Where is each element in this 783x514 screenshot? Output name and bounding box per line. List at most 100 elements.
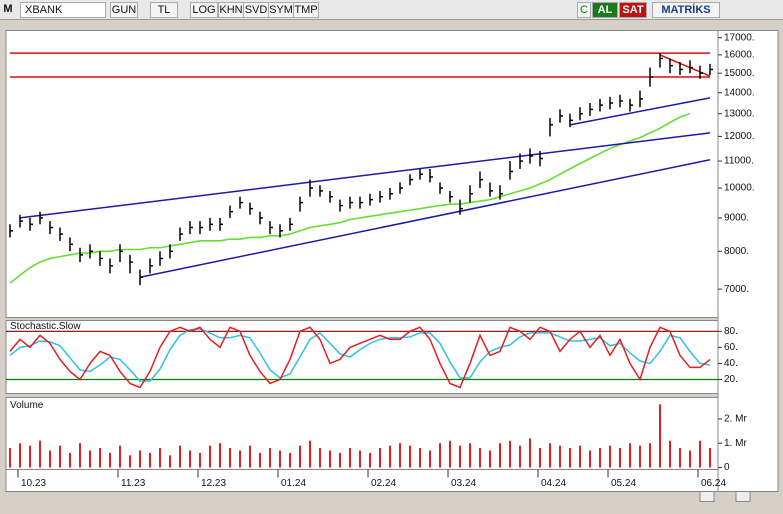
volume-bar — [639, 445, 641, 468]
x-tick-label: 01.24 — [281, 478, 306, 489]
volume-bar — [229, 448, 231, 468]
toolbar-button[interactable]: SVD — [243, 2, 269, 18]
y-tick-label: 15000. — [724, 68, 755, 79]
volume-bar — [39, 440, 41, 468]
volume-bar — [689, 450, 691, 468]
volume-bar — [359, 450, 361, 468]
c-button[interactable]: C — [577, 2, 591, 18]
volume-bar — [669, 440, 671, 468]
volume-bar — [59, 445, 61, 468]
volume-bar — [159, 448, 161, 468]
volume-bar — [489, 450, 491, 468]
volume-bar — [409, 445, 411, 468]
scroll-left[interactable] — [699, 491, 715, 502]
volume-bar — [649, 443, 651, 468]
volume-bar — [419, 448, 421, 468]
toolbar-button[interactable]: TMP — [293, 2, 319, 18]
volume-bar — [529, 438, 531, 468]
volume-bar — [609, 445, 611, 468]
volume-bar — [559, 445, 561, 468]
x-tick-label: 12.23 — [201, 478, 226, 489]
symbol-box[interactable]: XBANK — [20, 2, 106, 18]
toolbar-button[interactable]: KHN — [218, 2, 244, 18]
volume-bar — [389, 445, 391, 468]
volume-bar — [169, 455, 171, 468]
chart: Stochastic.Slow Volume 17000. 16000. 15000… — [5, 30, 779, 502]
x-tick-label: 10.23 — [21, 478, 46, 489]
volume-bar — [329, 450, 331, 468]
volume-bar — [349, 448, 351, 468]
volume-bar — [239, 450, 241, 468]
volume-bar — [279, 450, 281, 468]
y-tick-label: 14000. — [724, 87, 755, 98]
toolbar-button[interactable]: LOG — [190, 2, 218, 18]
y-tick-label: 20. — [724, 374, 738, 385]
volume-bar — [249, 445, 251, 468]
page: M XBANK GUN TL LOG KHN SVD SYM TMP C AL … — [0, 0, 783, 502]
stochastic-line — [9, 328, 711, 382]
brand: MATRİKS — [652, 2, 720, 18]
volume-bar — [569, 448, 571, 468]
volume-bar — [69, 452, 71, 468]
moving-average — [9, 112, 691, 284]
y-tick-label: 10000. — [724, 183, 755, 194]
volume-bar — [659, 404, 661, 468]
volume-bar — [549, 443, 551, 468]
trend-line — [569, 97, 711, 126]
volume-bar — [469, 443, 471, 468]
volume-bar — [429, 450, 431, 468]
volume-bar — [309, 440, 311, 468]
y-tick-label: 7000. — [724, 284, 749, 295]
volume-bar — [319, 448, 321, 468]
x-tick-label: 05.24 — [611, 478, 636, 489]
x-tick-label: 03.24 — [451, 478, 476, 489]
volume-bar — [79, 443, 81, 468]
volume-bar — [369, 452, 371, 468]
toolbar-button[interactable]: SYM — [268, 2, 294, 18]
toolbar-button[interactable]: GUN — [110, 2, 138, 18]
volume-bar — [89, 450, 91, 468]
sell-button[interactable]: SAT — [619, 2, 647, 18]
price-panel — [5, 30, 719, 318]
volume-bar — [509, 440, 511, 468]
volume-bar — [9, 448, 11, 468]
volume-bar — [289, 452, 291, 468]
y-tick-label: 16000. — [724, 50, 755, 61]
volume-bar — [259, 452, 261, 468]
stoch-panel — [5, 320, 719, 394]
toolbar: M XBANK GUN TL LOG KHN SVD SYM TMP C AL … — [0, 0, 783, 20]
y-tick-label: 40. — [724, 358, 738, 369]
volume-bar — [479, 448, 481, 468]
volume-bar — [129, 455, 131, 468]
toolbar-button[interactable]: TL — [150, 2, 178, 18]
volume-bar — [179, 445, 181, 468]
volume-bar — [209, 445, 211, 468]
volume-bar — [29, 445, 31, 468]
y-tick-label: 12000. — [724, 131, 755, 142]
volume-bar — [379, 448, 381, 468]
volume-bar — [199, 452, 201, 468]
symbol-prefix: M — [3, 3, 13, 15]
volume-bar — [149, 452, 151, 468]
x-tick-label: 11.23 — [121, 478, 146, 489]
y-tick-label: 13000. — [724, 108, 755, 119]
volume-bar — [49, 450, 51, 468]
y-tick-label: 0 — [724, 462, 730, 473]
y-tick-label: 60. — [724, 342, 738, 353]
volume-bar — [679, 448, 681, 468]
y-tick-label: 17000. — [724, 32, 755, 43]
trend-line — [139, 159, 711, 278]
y-axis-panel — [717, 30, 779, 492]
buy-button[interactable]: AL — [592, 2, 618, 18]
panel-title: Stochastic.Slow — [10, 321, 81, 332]
volume-bar — [119, 445, 121, 468]
panel-title: Volume — [10, 400, 44, 411]
volume-bar — [219, 443, 221, 468]
volume-bar — [579, 445, 581, 468]
volume-bar — [99, 448, 101, 468]
volume-bar — [299, 445, 301, 468]
scroll-right[interactable] — [735, 491, 751, 502]
volume-bar — [399, 443, 401, 468]
volume-bar — [109, 452, 111, 468]
y-tick-label: 8000. — [724, 246, 749, 257]
